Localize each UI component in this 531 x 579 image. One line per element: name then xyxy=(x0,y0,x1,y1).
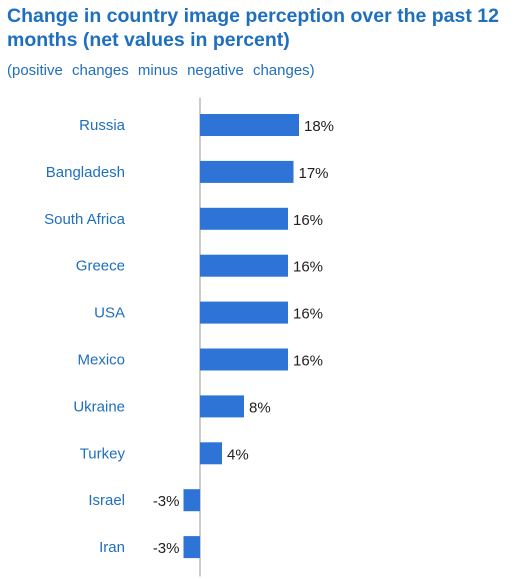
category-label: South Africa xyxy=(44,211,126,228)
category-label: Russia xyxy=(79,117,126,134)
bar-russia xyxy=(200,114,299,136)
category-label: Turkey xyxy=(80,445,126,462)
chart-subtitle: (positive changes minus negative changes… xyxy=(7,62,315,79)
chart-title: Change in country image perception over … xyxy=(7,5,499,51)
bar-greece xyxy=(200,254,288,277)
bar-south-africa xyxy=(200,207,288,230)
value-label: 16% xyxy=(293,212,323,229)
category-label: Iran xyxy=(99,539,125,556)
value-label: -3% xyxy=(153,493,180,510)
bar-usa xyxy=(200,301,288,324)
bar-mexico xyxy=(200,348,288,371)
bar-israel xyxy=(183,489,200,512)
bar-bangladesh xyxy=(200,160,294,183)
category-label: Bangladesh xyxy=(46,164,125,181)
value-label: 17% xyxy=(299,165,329,182)
bar-ukraine xyxy=(200,395,244,418)
value-label: 18% xyxy=(304,118,334,135)
value-label: 16% xyxy=(293,259,323,276)
value-label: 4% xyxy=(227,446,249,463)
category-label: USA xyxy=(94,305,125,322)
bar-turkey xyxy=(200,442,222,465)
category-label: Ukraine xyxy=(73,398,125,415)
category-label: Greece xyxy=(76,258,125,275)
bar-iran xyxy=(183,536,200,559)
category-label: Mexico xyxy=(77,352,125,369)
category-label: Israel xyxy=(88,492,125,509)
value-label: 16% xyxy=(293,306,323,323)
value-label: 8% xyxy=(249,399,271,416)
value-label: -3% xyxy=(153,540,180,557)
value-label: 16% xyxy=(293,353,323,370)
